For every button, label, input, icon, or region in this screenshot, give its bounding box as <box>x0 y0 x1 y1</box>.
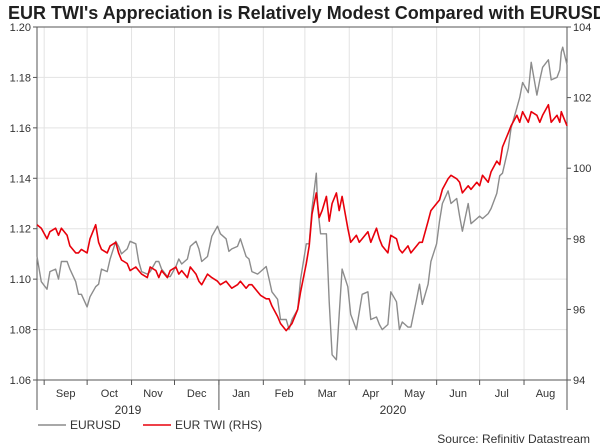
legend-label: EURUSD <box>70 418 121 432</box>
y-right-tick-label: 94 <box>573 375 585 387</box>
y-right-tick-label: 102 <box>573 93 591 105</box>
x-month-label: Oct <box>101 388 118 400</box>
y-left-tick-label: 1.18 <box>10 72 31 84</box>
y-right-tick-label: 96 <box>573 304 585 316</box>
y-right-tick-label: 98 <box>573 234 585 246</box>
legend-label: EUR TWI (RHS) <box>175 418 262 432</box>
x-month-label: Dec <box>187 388 207 400</box>
x-year-label: 2020 <box>380 403 407 417</box>
y-left-tick-label: 1.12 <box>10 224 31 236</box>
y-left-tick-label: 1.08 <box>10 325 31 337</box>
plot-frame <box>36 26 568 381</box>
x-month-label: Mar <box>318 388 337 400</box>
y-left-tick-label: 1.06 <box>10 375 31 387</box>
x-month-label: May <box>404 388 425 400</box>
x-month-label: Nov <box>143 388 163 400</box>
x-month-label: Aug <box>536 388 556 400</box>
y-left-tick-label: 1.14 <box>10 173 31 185</box>
y-right-tick-label: 100 <box>573 163 591 175</box>
x-month-label: Jun <box>449 388 467 400</box>
y-left-tick-label: 1.10 <box>10 274 31 286</box>
y-left-tick-label: 1.20 <box>10 22 31 34</box>
x-month-label: Jan <box>232 388 250 400</box>
series-line-eur-twi <box>36 103 568 332</box>
x-year-label: 2019 <box>115 403 142 417</box>
x-month-label: Jul <box>495 388 509 400</box>
y-left-tick-label: 1.16 <box>10 123 31 135</box>
x-month-label: Sep <box>56 388 76 400</box>
x-month-label: Feb <box>275 388 294 400</box>
series-line-eurusd <box>36 46 568 361</box>
source-note: Source: Refinitiv Datastream <box>437 432 590 446</box>
y-right-tick-label: 104 <box>573 22 591 34</box>
chart-title: EUR TWI's Appreciation is Relatively Mod… <box>8 3 600 23</box>
x-month-label: Apr <box>362 388 379 400</box>
